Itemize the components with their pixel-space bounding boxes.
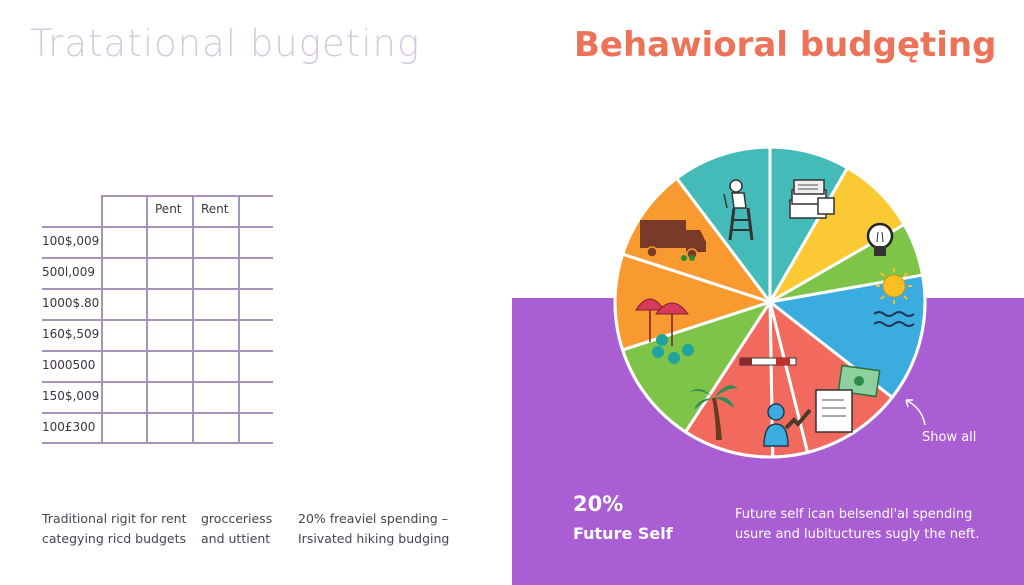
- grid-line: [101, 195, 103, 442]
- grid-line: [42, 288, 273, 290]
- person-chart-icon: [763, 403, 812, 447]
- stat-value: 20%: [573, 492, 624, 516]
- traditional-note-2: grocceriess and uttient: [201, 509, 272, 549]
- row-label: 150$,009: [42, 389, 100, 403]
- row-label: 1000500: [42, 358, 96, 372]
- money-document-icon: [815, 364, 881, 433]
- grid-line: [42, 226, 273, 228]
- grid-line: [42, 257, 273, 259]
- grid-line: [42, 442, 273, 444]
- note-line: Traditional rigit for rent: [42, 511, 187, 526]
- truck-icon: [640, 220, 706, 261]
- grid-line: [146, 195, 148, 442]
- column-header: Pent: [155, 202, 182, 216]
- traditional-note-1: Traditional rigit for rent categying ric…: [42, 509, 187, 549]
- pen-icon: [739, 357, 797, 366]
- grid-line: [101, 195, 273, 197]
- grid-line: [42, 319, 273, 321]
- note-line: 20% freaviel spending –: [298, 511, 448, 526]
- grid-line: [192, 195, 194, 442]
- stat-label: Future Self: [573, 524, 673, 543]
- grid-line: [42, 350, 273, 352]
- umbrellas-icon: [635, 298, 694, 364]
- grid-line: [42, 412, 273, 414]
- grid-line: [42, 381, 273, 383]
- show-all-link[interactable]: Show all: [922, 430, 977, 445]
- lightbulb-icon: [866, 222, 894, 256]
- pie-outline: [613, 145, 927, 459]
- behavioral-description: Future self ican belsendl'al spending us…: [735, 505, 980, 545]
- behavioral-budgeting-title: Behawioral budgęting: [574, 25, 997, 65]
- traditional-note-3: 20% freaviel spending – Irsivated hiking…: [298, 509, 449, 549]
- arrowhead-icon: [905, 399, 913, 408]
- description-line: usure and lubituctures sugly the neft.: [735, 527, 980, 542]
- traditional-budget-table: Pent Rent 100$,009 500l,009 1000$.80 160…: [0, 0, 300, 460]
- note-line: categying ricd budgets: [42, 531, 186, 546]
- palm-tree-icon: [690, 385, 738, 440]
- row-label: 100£300: [42, 420, 96, 434]
- row-label: 1000$.80: [42, 296, 100, 310]
- stacked-documents-icon: [789, 179, 835, 219]
- column-header: Rent: [201, 202, 229, 216]
- sun-waves-icon: [873, 268, 915, 327]
- row-label: 160$,509: [42, 327, 100, 341]
- grid-line: [238, 195, 240, 442]
- person-on-ladder-icon: [723, 179, 754, 241]
- note-line: grocceriess: [201, 511, 273, 526]
- pie-slices: [613, 145, 927, 459]
- traditional-budgeting-title: Tratational bugeting: [30, 22, 421, 65]
- row-label: 500l,009: [42, 265, 95, 279]
- note-line: Irsivated hiking budging: [298, 531, 450, 546]
- arrow-icon: [905, 399, 926, 426]
- note-line: and uttient: [201, 531, 271, 546]
- description-line: Future self ican belsendl'al spending: [735, 507, 973, 522]
- row-label: 100$,009: [42, 234, 100, 248]
